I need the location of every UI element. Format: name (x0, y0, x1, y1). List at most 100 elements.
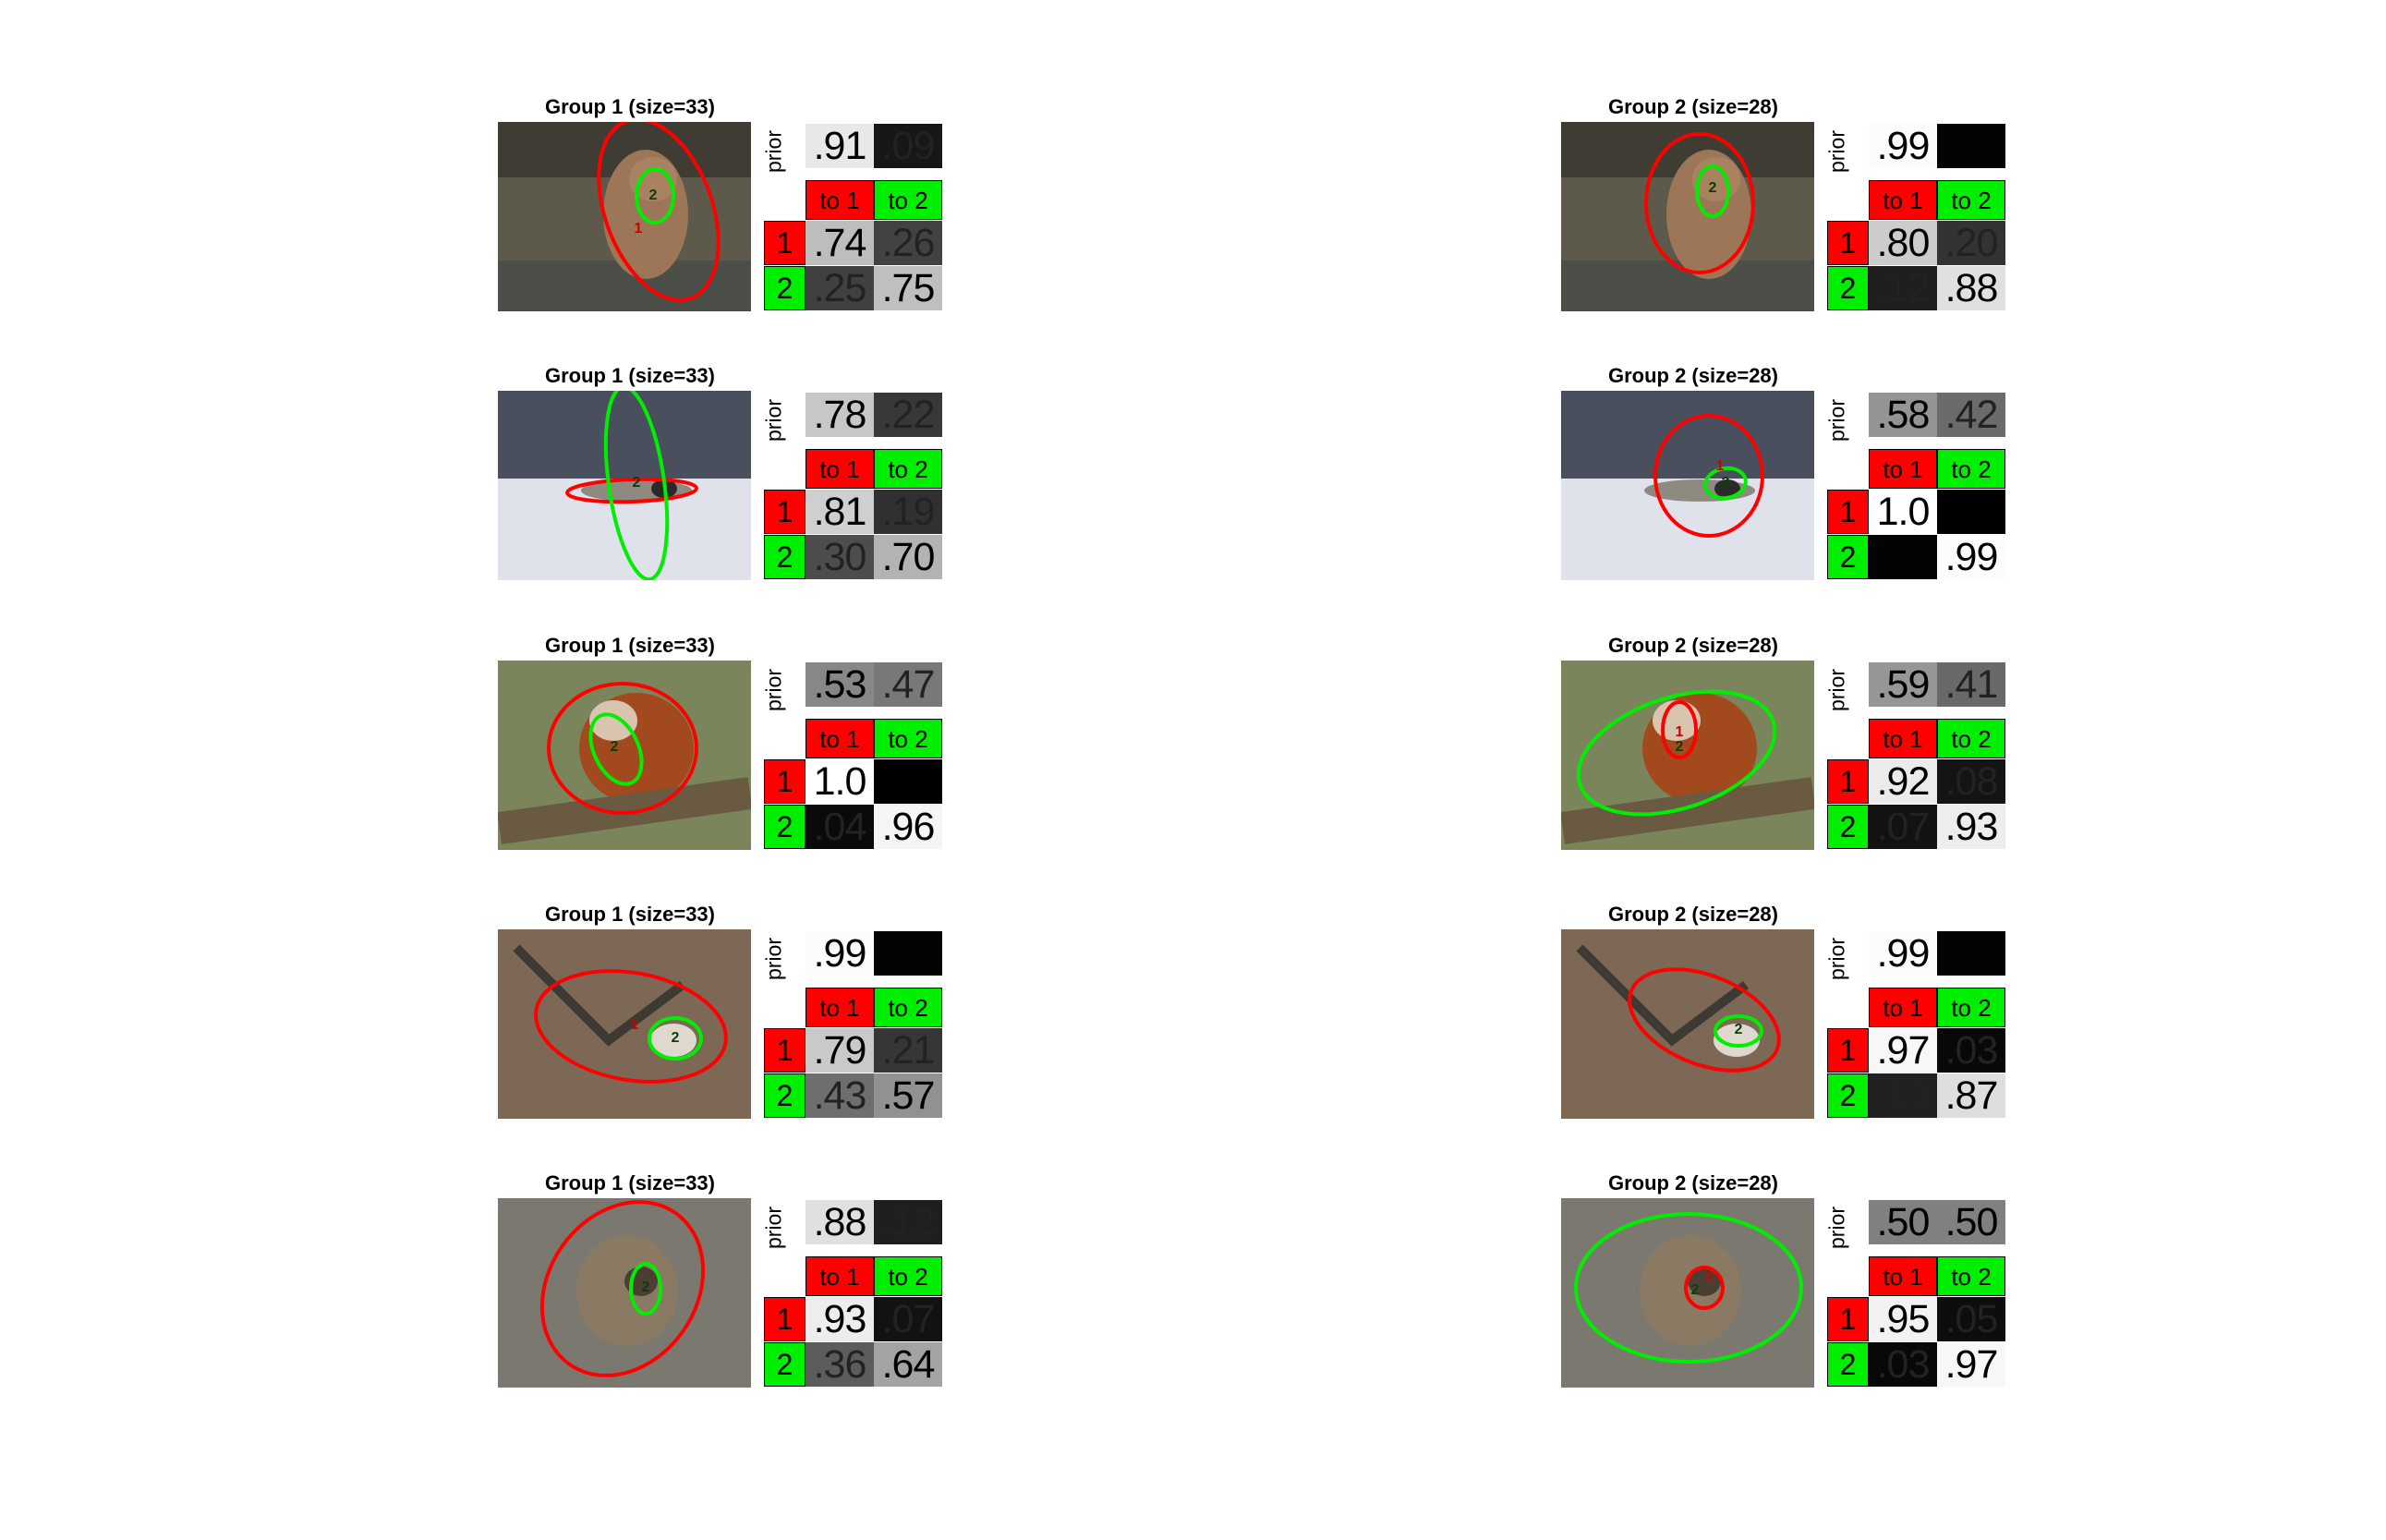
transition-cell: .03 (1937, 1028, 2005, 1073)
prior-label: prior (1823, 931, 1851, 987)
row-label: 2 (1827, 266, 1869, 310)
state-ellipse (629, 1262, 662, 1316)
transition-cell: .96 (874, 805, 942, 849)
ellipse-label: 2 (633, 475, 641, 491)
prior-label: prior (760, 662, 788, 718)
row-label: 2 (764, 1073, 805, 1118)
transition-cell: .93 (1937, 805, 2005, 849)
ellipse-label: 2 (1735, 1022, 1743, 1037)
transition-cell: .04 (805, 805, 874, 849)
state-ellipse (603, 391, 670, 580)
row-label: 1 (764, 1297, 805, 1341)
ellipse-label: 1 (631, 1017, 639, 1033)
prior-label-text: prior (1824, 129, 1849, 174)
column-header: to 1 (805, 719, 874, 758)
ellipse-label: 2 (1722, 475, 1730, 491)
prior-cell: .78 (805, 393, 874, 437)
column-header: to 1 (1869, 988, 1937, 1027)
prior-cell: .41 (1937, 662, 2005, 707)
scene-svg: 2 (498, 661, 751, 850)
prior-cell: .50 (1869, 1200, 1937, 1244)
transition-cell: .88 (1937, 266, 2005, 310)
prior-label: prior (760, 1200, 788, 1255)
transition-cell: .92 (1869, 759, 1937, 804)
transition-cell: .36 (805, 1342, 874, 1387)
scene-svg: 2 (1561, 929, 1814, 1119)
column-header: to 2 (874, 1256, 942, 1296)
prior-label-text: prior (761, 398, 786, 443)
state-ellipse (588, 712, 644, 786)
transition-cell: .95 (1869, 1297, 1937, 1341)
transition-cell: .79 (805, 1028, 874, 1073)
state-ellipse (1576, 689, 1777, 817)
prior-cell: .99 (1869, 124, 1937, 168)
prior-cell: .47 (874, 662, 942, 707)
transition-cell: .07 (874, 1297, 942, 1341)
panel-title: Group 2 (size=28) (1607, 1171, 1778, 1194)
prior-cell: .22 (874, 393, 942, 437)
panel-title: Group 1 (size=33) (544, 634, 715, 657)
row-label: 1 (764, 221, 805, 265)
row-label: 1 (764, 1028, 805, 1073)
ellipse-label: 2 (611, 739, 619, 755)
transition-cell: .21 (874, 1028, 942, 1073)
panel-title: Group 2 (size=28) (1607, 903, 1778, 926)
prior-label-text: prior (1824, 937, 1849, 981)
column-header: to 2 (1937, 988, 2005, 1027)
column-header: to 2 (874, 988, 942, 1027)
ellipse-label: 1 (1705, 1267, 1714, 1283)
prior-cell: .12 (874, 1200, 942, 1244)
state-ellipse (1653, 414, 1764, 538)
scene-svg: 2 (498, 1198, 751, 1388)
row-label: 2 (764, 535, 805, 579)
state-ellipse (1703, 466, 1748, 501)
ellipse-label: 1 (1676, 724, 1684, 740)
row-label: 2 (1827, 1073, 1869, 1118)
state-panel: Group 1 (size=33) 2 1 prior .99 to 1 to 2 1.79… (498, 903, 944, 1122)
state-ellipse (1644, 132, 1755, 274)
prior-cell: .88 (805, 1200, 874, 1244)
prior-cell: .53 (805, 662, 874, 707)
panel-title: Group 1 (size=33) (544, 364, 715, 387)
panel-title: Group 1 (size=33) (544, 903, 715, 926)
transition-cell: .08 (1937, 759, 2005, 804)
state-ellipse (1684, 1266, 1725, 1310)
column-header: to 1 (1869, 180, 1937, 220)
scene-image: 2 (498, 391, 751, 580)
transition-cell: .70 (874, 535, 942, 579)
prior-label: prior (1823, 393, 1851, 448)
state-panel: Group 2 (size=28) 2 prior .99 to 1 to 2 1.97.… (1561, 903, 2007, 1122)
prior-cell: .99 (805, 931, 874, 976)
panel-title: Group 2 (size=28) (1607, 95, 1778, 118)
prior-label-text: prior (761, 1206, 786, 1250)
ellipse-label: 2 (1691, 1282, 1700, 1298)
row-label: 2 (764, 1342, 805, 1387)
row-label: 1 (764, 490, 805, 534)
row-label: 1 (1827, 1297, 1869, 1341)
ellipse-label: 2 (1676, 739, 1684, 755)
prior-cell: .09 (874, 124, 942, 168)
row-label: 2 (764, 805, 805, 849)
column-header: to 1 (805, 1256, 874, 1296)
scene-image: 2 (1561, 122, 1814, 311)
prior-cell (1937, 124, 2005, 168)
column-header: to 1 (1869, 1256, 1937, 1296)
transition-cell: .30 (805, 535, 874, 579)
state-ellipse (1628, 967, 1781, 1073)
scene-svg: 2 (498, 391, 751, 580)
scene-svg: 21 (1561, 661, 1814, 850)
scene-image: 2 (1561, 929, 1814, 1119)
transition-cell: .43 (805, 1073, 874, 1118)
column-header: to 1 (805, 988, 874, 1027)
transition-cell: .13 (1869, 1073, 1937, 1118)
row-label: 2 (764, 266, 805, 310)
transition-cell: .03 (1869, 1342, 1937, 1387)
transition-cell: .25 (805, 266, 874, 310)
